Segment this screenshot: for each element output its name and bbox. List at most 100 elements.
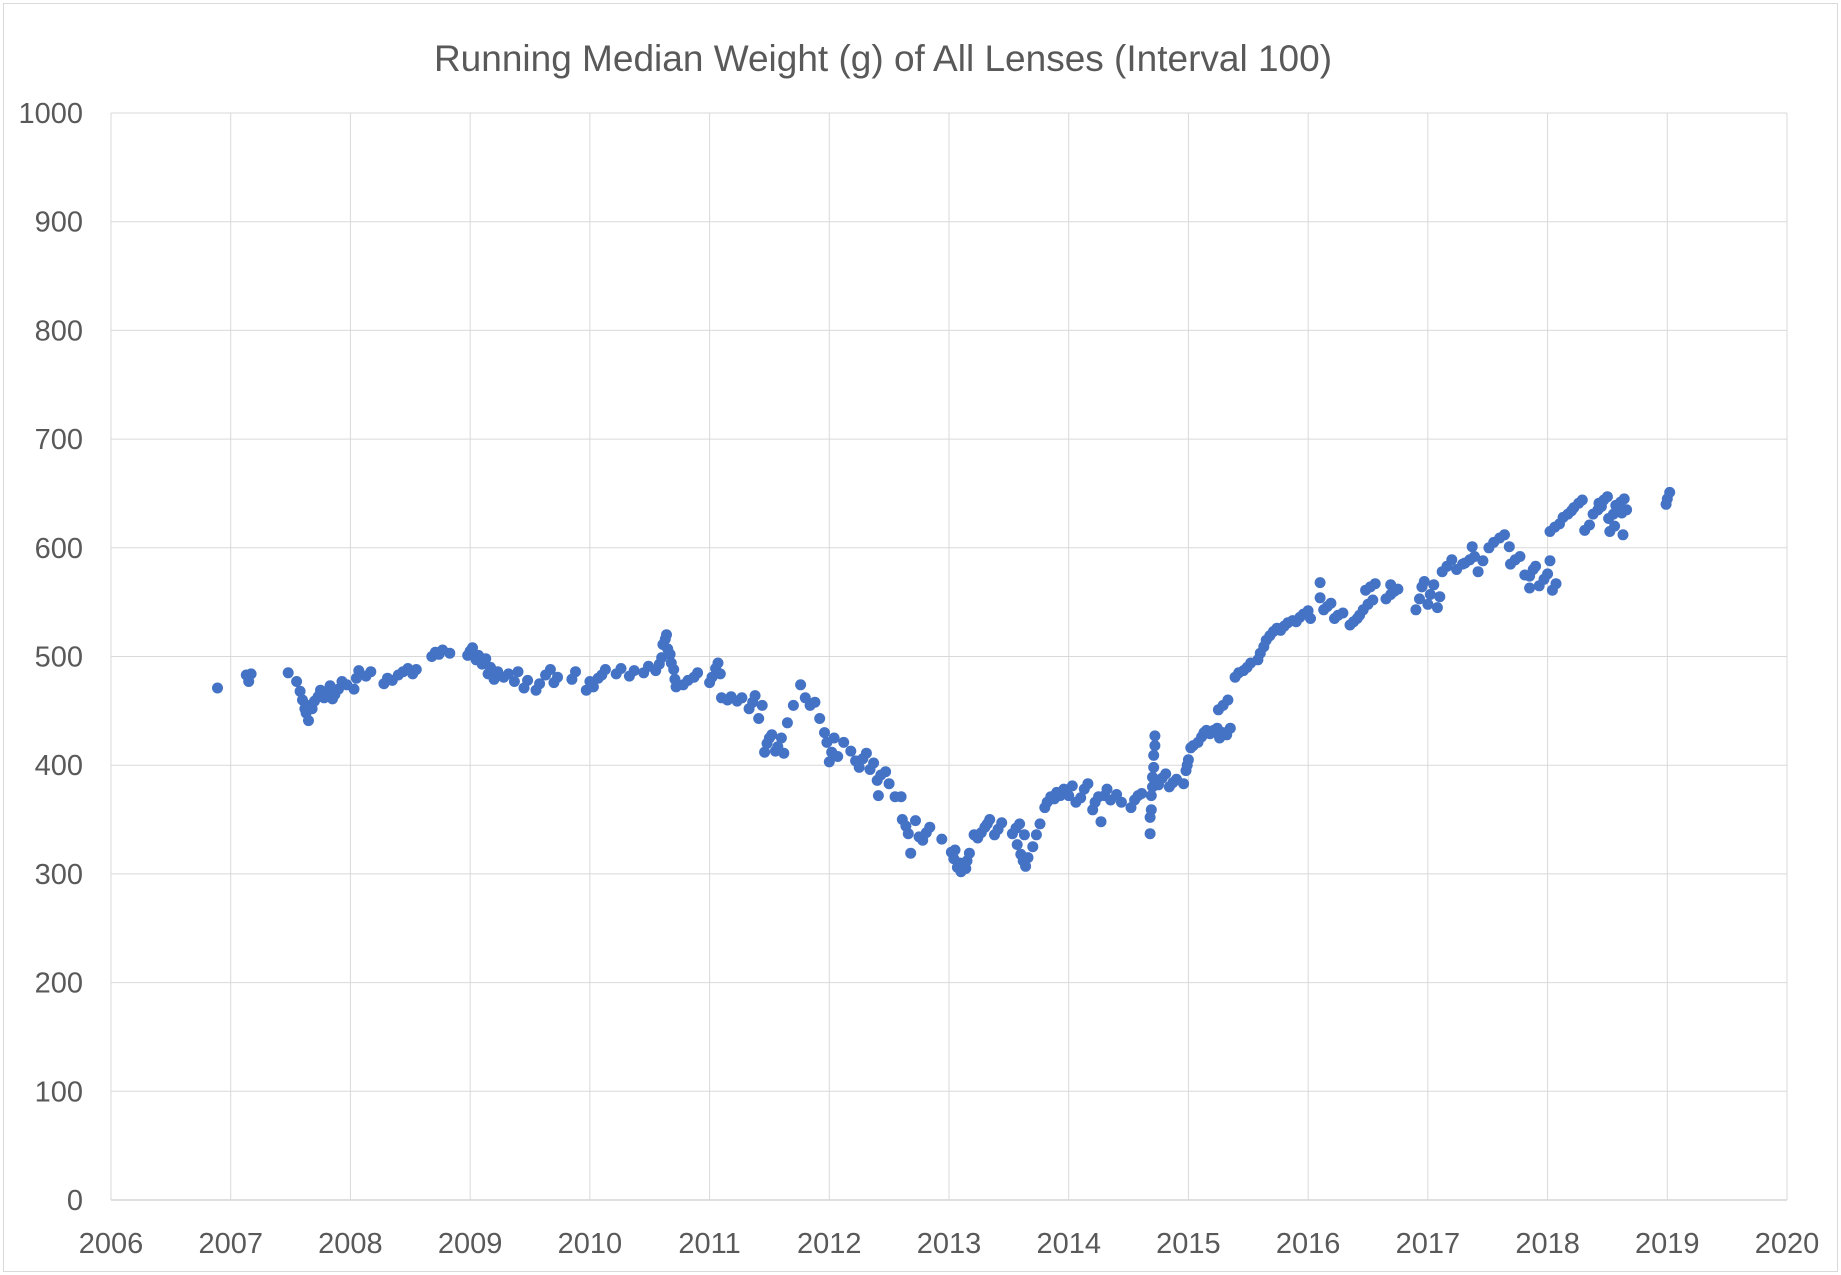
chart-title: Running Median Weight (g) of All Lenses …: [434, 38, 1332, 79]
data-point: [902, 828, 914, 840]
axis-labels: 0 100 200 300 400 500 600 700 800 900 1000 2006 2007…: [18, 98, 1819, 1260]
data-point: [599, 664, 611, 675]
data-point: [1618, 493, 1630, 505]
data-point: [1095, 816, 1107, 828]
data-point: [1385, 579, 1397, 591]
y-axis-tick-label: 500: [35, 642, 83, 674]
data-point: [749, 690, 761, 702]
y-axis-tick-label: 800: [35, 315, 83, 347]
y-axis-tick-label: 300: [35, 859, 83, 891]
y-axis-tick-label: 400: [35, 750, 83, 782]
data-point: [1428, 579, 1440, 591]
data-point: [949, 844, 961, 856]
data-point: [1664, 486, 1676, 498]
data-point: [1082, 778, 1094, 790]
gridlines: [110, 112, 1788, 1201]
data-point: [832, 751, 844, 762]
x-axis-tick-label: 2015: [1156, 1228, 1221, 1260]
data-point: [756, 699, 768, 711]
data-point: [587, 681, 599, 693]
data-point: [534, 678, 546, 690]
data-point: [1499, 529, 1510, 541]
data-point: [324, 680, 336, 692]
data-point: [1149, 730, 1161, 742]
data-point: [1066, 780, 1078, 792]
data-point: [924, 821, 936, 833]
data-point: [905, 847, 917, 859]
data-point: [1325, 597, 1337, 609]
data-point: [668, 664, 680, 675]
data-point: [303, 715, 314, 727]
data-point: [1584, 519, 1595, 531]
data-point: [1542, 568, 1554, 580]
data-point: [1136, 788, 1148, 799]
data-point: [512, 666, 524, 678]
data-point: [706, 671, 718, 683]
x-axis-tick-label: 2018: [1515, 1228, 1580, 1260]
data-point: [552, 671, 563, 683]
data-point: [845, 745, 857, 757]
data-point: [880, 766, 892, 778]
data-point: [828, 732, 840, 744]
data-point: [1422, 598, 1434, 610]
data-point: [1148, 761, 1160, 773]
data-point: [1446, 554, 1458, 566]
data-point: [1147, 771, 1158, 783]
data-point: [1305, 613, 1316, 624]
x-axis-tick-label: 2014: [1036, 1228, 1101, 1260]
data-point: [1144, 828, 1156, 840]
y-axis-tick-label: 700: [35, 424, 83, 456]
data-point: [1418, 576, 1430, 587]
data-point: [628, 665, 640, 677]
data-point: [544, 664, 556, 675]
data-point: [759, 746, 771, 758]
data-point: [615, 663, 627, 674]
data-point: [781, 717, 793, 729]
x-axis-tick-label: 2009: [438, 1228, 503, 1260]
data-point: [1014, 818, 1026, 830]
data-point: [1469, 551, 1480, 562]
data-point: [1145, 804, 1157, 816]
y-axis-tick-label: 0: [67, 1185, 83, 1217]
data-point: [1337, 607, 1349, 619]
data-point: [872, 790, 884, 802]
data-point: [1030, 829, 1042, 841]
x-axis-tick-label: 2008: [318, 1228, 383, 1260]
data-point: [1514, 551, 1526, 562]
data-point: [714, 668, 726, 680]
data-point: [291, 676, 303, 687]
data-point: [480, 653, 492, 665]
data-point: [410, 664, 422, 675]
data-point: [895, 791, 907, 803]
data-point: [444, 647, 456, 659]
data-point: [778, 747, 790, 759]
data-point: [1576, 494, 1588, 506]
data-point: [1524, 582, 1536, 594]
data-point: [1222, 694, 1234, 706]
data-point: [508, 676, 520, 687]
data-point: [1022, 852, 1034, 864]
data-point: [1503, 541, 1515, 553]
data-point: [809, 696, 821, 708]
data-point: [1160, 768, 1172, 780]
y-axis-tick-label: 200: [35, 968, 83, 1000]
x-axis-tick-label: 2006: [79, 1228, 144, 1260]
data-point: [661, 629, 672, 641]
x-axis-tick-label: 2016: [1276, 1228, 1341, 1260]
data-point: [753, 713, 765, 724]
data-point: [1424, 589, 1436, 600]
data-point: [775, 732, 787, 744]
x-axis-tick-label: 2012: [797, 1228, 862, 1260]
data-point: [883, 778, 895, 790]
data-point: [692, 667, 704, 679]
data-point: [656, 652, 668, 664]
data-point: [1018, 829, 1030, 841]
data-point: [1148, 749, 1160, 761]
data-point: [365, 666, 377, 678]
data-point: [1414, 593, 1425, 605]
x-axis-tick-label: 2007: [198, 1228, 263, 1260]
x-axis-tick-label: 2013: [917, 1228, 982, 1260]
data-point: [1020, 860, 1032, 872]
